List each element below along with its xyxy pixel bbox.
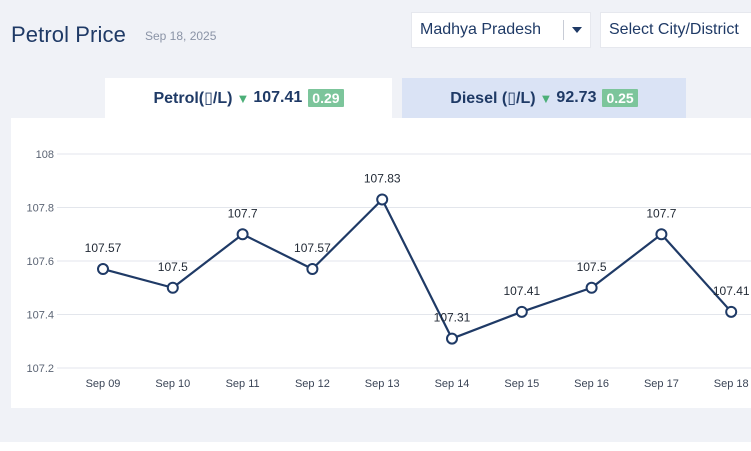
data-point[interactable] bbox=[446, 332, 458, 345]
data-label: 107.41 bbox=[713, 284, 750, 298]
data-point[interactable] bbox=[515, 305, 528, 318]
y-tick-label: 107.2 bbox=[26, 363, 54, 375]
data-point[interactable] bbox=[585, 281, 598, 294]
page-date: Sep 18, 2025 bbox=[145, 29, 217, 43]
data-label: 107.83 bbox=[364, 171, 401, 185]
price-chart-panel: 107.2 107.4 107.6 107.8 108 Sep 09 Sep 10 Sep 1… bbox=[11, 118, 751, 408]
tab-diesel-change-badge: 0.25 bbox=[602, 89, 638, 107]
data-label: 107.7 bbox=[228, 206, 258, 220]
tab-petrol[interactable]: Petrol(▯/L) ▼ 107.41 0.29 bbox=[105, 78, 392, 118]
tab-petrol-change-badge: 0.29 bbox=[308, 89, 344, 107]
y-tick-label: 108 bbox=[36, 149, 54, 161]
data-point[interactable] bbox=[306, 263, 319, 276]
x-tick-label: Sep 13 bbox=[365, 378, 400, 390]
tab-petrol-price: 107.41 bbox=[253, 89, 303, 106]
data-point[interactable] bbox=[655, 228, 668, 241]
x-tick-label: Sep 14 bbox=[435, 378, 470, 390]
tab-petrol-label: Petrol(▯/L) bbox=[153, 90, 233, 107]
x-tick-label: Sep 15 bbox=[504, 378, 539, 390]
triangle-down-icon: ▼ bbox=[539, 90, 553, 106]
triangle-down-icon: ▼ bbox=[236, 90, 250, 106]
x-tick-label: Sep 18 bbox=[714, 378, 749, 390]
x-tick-label: Sep 09 bbox=[86, 378, 121, 390]
y-tick-label: 107.4 bbox=[26, 310, 54, 322]
data-point[interactable] bbox=[97, 263, 109, 276]
x-tick-label: Sep 12 bbox=[295, 378, 330, 390]
price-series-line bbox=[102, 198, 733, 340]
state-select-value: Madhya Pradesh bbox=[420, 21, 541, 38]
x-tick-label: Sep 10 bbox=[155, 378, 190, 390]
city-select-placeholder: Select City/District bbox=[609, 21, 739, 38]
tab-diesel-label: Diesel (▯/L) bbox=[450, 90, 536, 107]
next-panel bbox=[0, 442, 751, 451]
data-point[interactable] bbox=[236, 228, 249, 241]
select-divider bbox=[563, 20, 564, 40]
x-tick-label: Sep 11 bbox=[226, 378, 260, 390]
y-tick-label: 107.8 bbox=[26, 203, 54, 215]
tab-diesel[interactable]: Diesel (▯/L) ▼ 92.73 0.25 bbox=[402, 78, 686, 118]
page-title: Petrol Price bbox=[11, 22, 126, 47]
state-select[interactable]: Madhya Pradesh bbox=[411, 12, 591, 48]
data-point[interactable] bbox=[725, 305, 738, 318]
data-label: 107.5 bbox=[577, 260, 607, 274]
x-tick-label: Sep 17 bbox=[644, 378, 679, 390]
tab-diesel-price: 92.73 bbox=[556, 89, 597, 106]
data-label: 107.5 bbox=[158, 260, 188, 274]
data-label: 107.7 bbox=[646, 206, 676, 220]
city-select[interactable]: Select City/District bbox=[600, 12, 751, 48]
data-label: 107.31 bbox=[434, 311, 471, 325]
data-label: 107.41 bbox=[503, 284, 540, 298]
price-line-chart[interactable]: 107.2 107.4 107.6 107.8 108 Sep 09 Sep 10 Sep 1… bbox=[11, 118, 751, 408]
caret-down-icon[interactable] bbox=[564, 26, 590, 34]
data-point[interactable] bbox=[376, 193, 389, 206]
data-label: 107.57 bbox=[294, 241, 331, 255]
y-tick-label: 107.6 bbox=[26, 256, 54, 268]
data-label: 107.57 bbox=[85, 241, 122, 255]
data-point[interactable] bbox=[166, 281, 179, 294]
x-tick-label: Sep 16 bbox=[574, 378, 609, 390]
